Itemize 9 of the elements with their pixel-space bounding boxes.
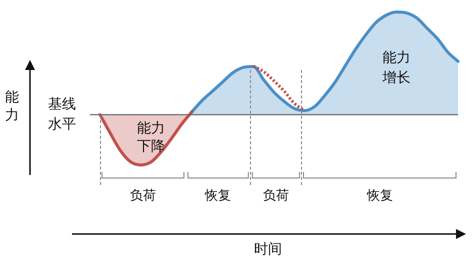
text: 负荷 xyxy=(262,188,289,204)
annotation: 能力增长 xyxy=(382,50,411,86)
text: 恢复 xyxy=(366,188,393,204)
text: 时间 xyxy=(254,242,282,258)
text: 负荷 xyxy=(130,188,156,204)
text: 恢复 xyxy=(204,188,232,204)
text: 基线水平 xyxy=(48,96,76,132)
annotation: 能力下降 xyxy=(137,120,166,154)
text: 能力 xyxy=(5,90,19,124)
